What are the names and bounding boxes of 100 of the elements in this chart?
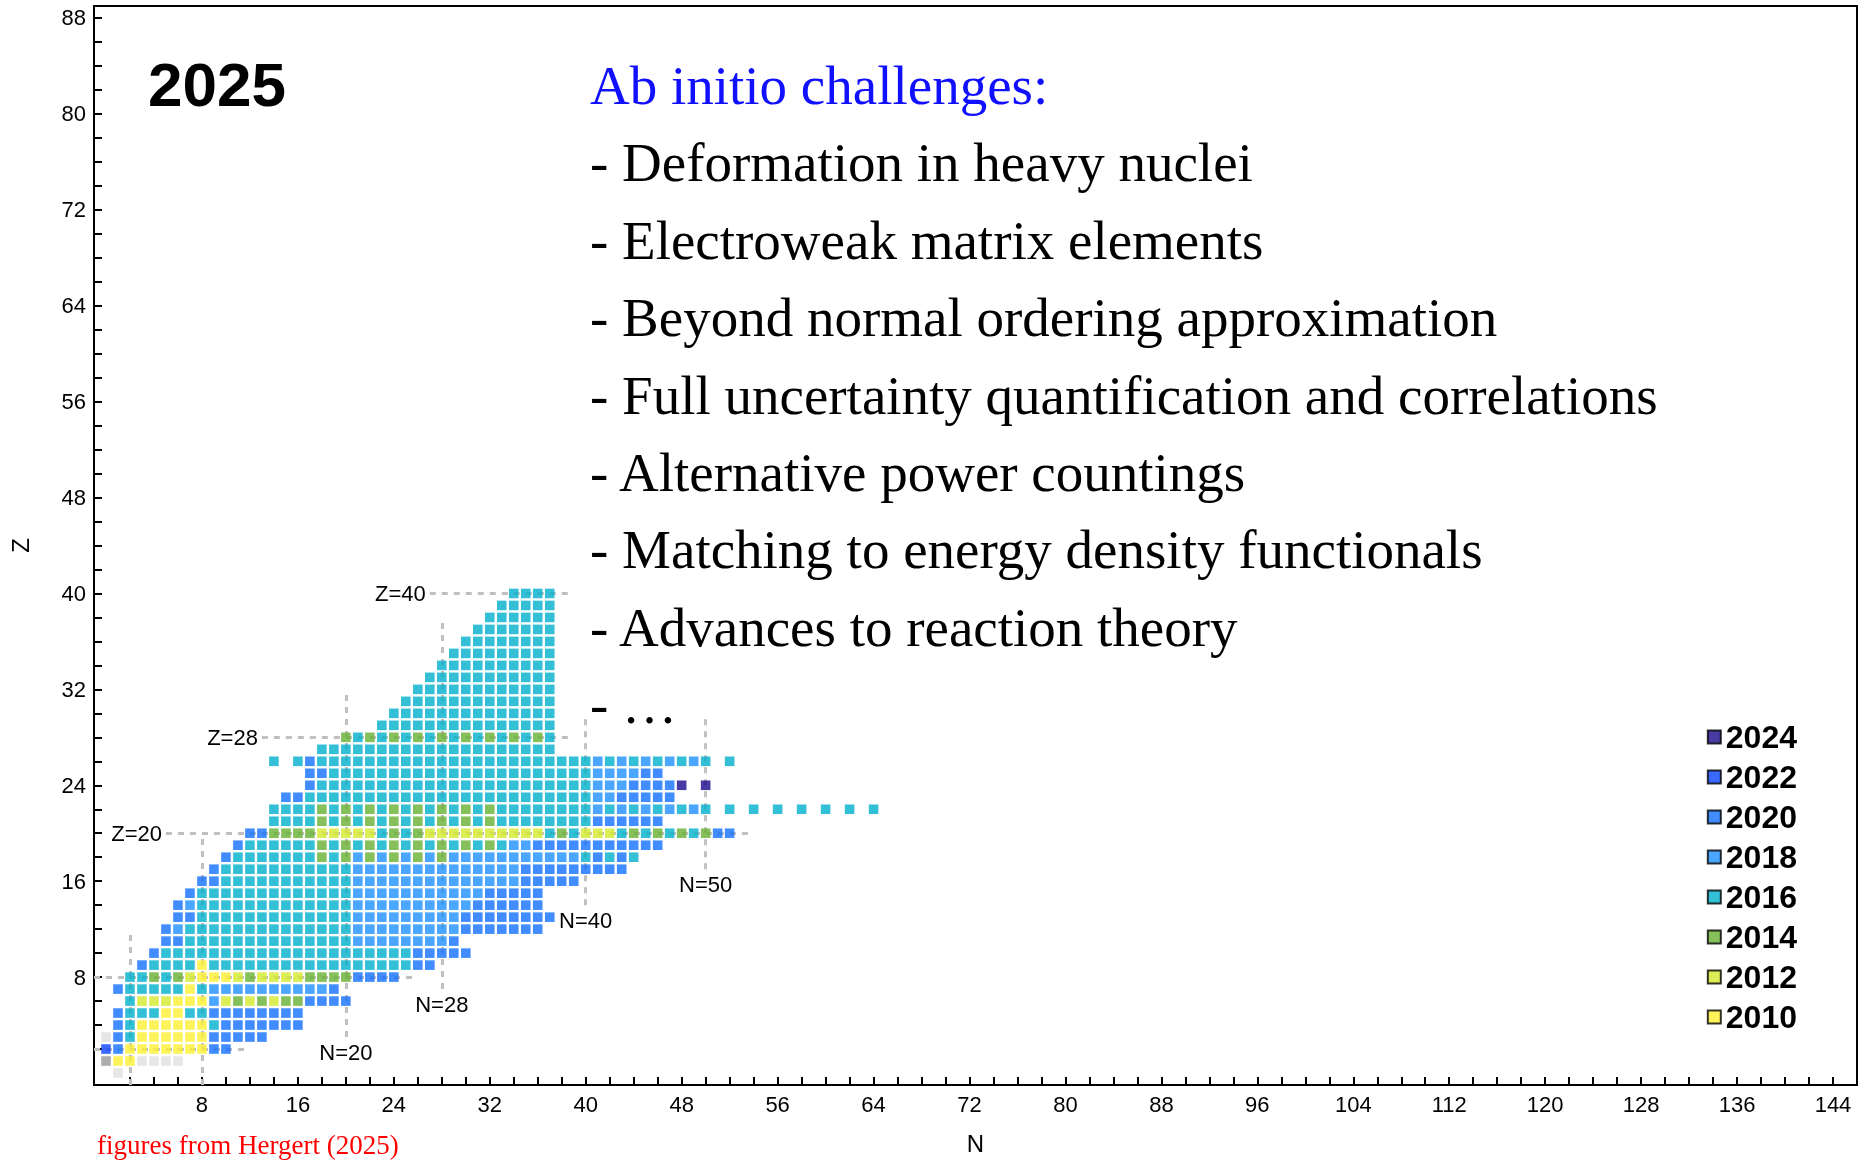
ref-line-label: N=40 bbox=[559, 907, 613, 933]
point bbox=[437, 828, 447, 839]
annotation: - Beyond normal ordering approximation bbox=[590, 287, 1498, 349]
annotation: - Full uncertainty quantification and correlations bbox=[590, 364, 1658, 426]
y-tick-label: 48 bbox=[61, 485, 86, 511]
point bbox=[293, 972, 303, 982]
ref-line-label: N=28 bbox=[415, 991, 469, 1017]
annotation: - Electroweak matrix elements bbox=[590, 209, 1264, 271]
point bbox=[676, 780, 687, 791]
ref-line-label: N=50 bbox=[679, 871, 733, 897]
y-tick-label: 88 bbox=[61, 5, 86, 31]
point bbox=[185, 984, 195, 994]
point bbox=[425, 828, 435, 839]
text: 2025 bbox=[148, 49, 286, 119]
point bbox=[173, 1056, 183, 1066]
ref-line-label: Z=20 bbox=[111, 820, 162, 846]
y-tick-label: 64 bbox=[61, 293, 86, 319]
point bbox=[508, 828, 519, 839]
point bbox=[185, 1044, 195, 1054]
point bbox=[173, 996, 183, 1006]
x-tick-label: 80 bbox=[1053, 1091, 1078, 1117]
point bbox=[173, 1008, 183, 1018]
point bbox=[257, 972, 267, 982]
point bbox=[604, 828, 615, 839]
point bbox=[365, 828, 375, 839]
point bbox=[197, 972, 207, 982]
x-tick-label: 32 bbox=[477, 1091, 503, 1117]
point bbox=[449, 828, 459, 839]
point bbox=[161, 1020, 171, 1030]
point bbox=[161, 996, 171, 1006]
y-tick-label: 16 bbox=[61, 868, 86, 894]
point bbox=[125, 1056, 135, 1066]
text: figures from Hergert (2025) bbox=[97, 1129, 399, 1160]
point bbox=[197, 996, 207, 1006]
point bbox=[269, 972, 279, 982]
x-tick-label: 96 bbox=[1245, 1091, 1270, 1117]
point bbox=[197, 1020, 207, 1030]
point bbox=[149, 1032, 159, 1042]
point bbox=[161, 1044, 171, 1054]
point bbox=[209, 972, 219, 982]
y-tick-label: 56 bbox=[61, 389, 86, 415]
x-tick-label: 144 bbox=[1814, 1091, 1852, 1117]
legend-label: 2014 bbox=[1725, 919, 1798, 955]
point bbox=[353, 828, 363, 839]
x-tick-label: 120 bbox=[1526, 1091, 1564, 1117]
y-tick-label: 8 bbox=[73, 964, 86, 990]
point bbox=[484, 828, 495, 839]
x-tick-label: 112 bbox=[1431, 1091, 1467, 1117]
point bbox=[149, 1056, 159, 1066]
point bbox=[173, 1032, 183, 1042]
point bbox=[101, 1044, 111, 1054]
x-tick-label: 88 bbox=[1149, 1091, 1174, 1117]
point bbox=[185, 1020, 195, 1030]
y-tick-label: 80 bbox=[61, 101, 86, 127]
y-tick-label: 24 bbox=[61, 772, 86, 798]
point bbox=[592, 828, 603, 839]
point bbox=[496, 828, 507, 839]
annotation: - Alternative power countings bbox=[590, 442, 1246, 503]
point bbox=[173, 1020, 183, 1030]
point bbox=[161, 1008, 171, 1018]
point bbox=[221, 996, 231, 1006]
point bbox=[281, 972, 291, 982]
x-tick-label: 104 bbox=[1334, 1091, 1372, 1117]
annotation: - Deformation in heavy nuclei bbox=[590, 132, 1253, 194]
point bbox=[161, 1056, 171, 1066]
point bbox=[161, 1032, 171, 1042]
y-tick-label: 40 bbox=[61, 580, 86, 606]
point bbox=[197, 1032, 207, 1042]
point bbox=[125, 1044, 135, 1054]
x-tick-label: 48 bbox=[669, 1091, 694, 1117]
point bbox=[185, 996, 195, 1006]
point bbox=[233, 972, 243, 982]
point bbox=[101, 1056, 111, 1066]
x-tick-label: 72 bbox=[957, 1091, 982, 1117]
point bbox=[113, 1056, 123, 1066]
point bbox=[700, 780, 711, 791]
point bbox=[149, 1044, 159, 1054]
legend-label: 2018 bbox=[1725, 839, 1797, 875]
point bbox=[149, 996, 159, 1006]
point bbox=[341, 828, 351, 839]
point bbox=[472, 828, 483, 839]
legend-label: 2012 bbox=[1725, 959, 1797, 995]
ref-line-label: Z=40 bbox=[375, 580, 426, 606]
point bbox=[245, 996, 255, 1006]
point bbox=[317, 828, 327, 839]
legend-label: 2010 bbox=[1725, 999, 1797, 1035]
legend-label: 2024 bbox=[1725, 719, 1798, 755]
x-tick-label: 8 bbox=[195, 1091, 209, 1117]
point bbox=[185, 1032, 195, 1042]
annotation: - Advances to reaction theory bbox=[590, 596, 1239, 658]
point bbox=[460, 828, 471, 839]
point bbox=[532, 828, 543, 839]
point bbox=[269, 996, 279, 1006]
point bbox=[520, 828, 531, 839]
annotation: - Matching to energy density functionals bbox=[590, 519, 1483, 581]
point bbox=[221, 972, 231, 982]
point bbox=[113, 1068, 123, 1078]
legend-label: 2016 bbox=[1725, 879, 1797, 915]
point bbox=[137, 1044, 147, 1054]
y-tick-label: 32 bbox=[61, 676, 86, 702]
